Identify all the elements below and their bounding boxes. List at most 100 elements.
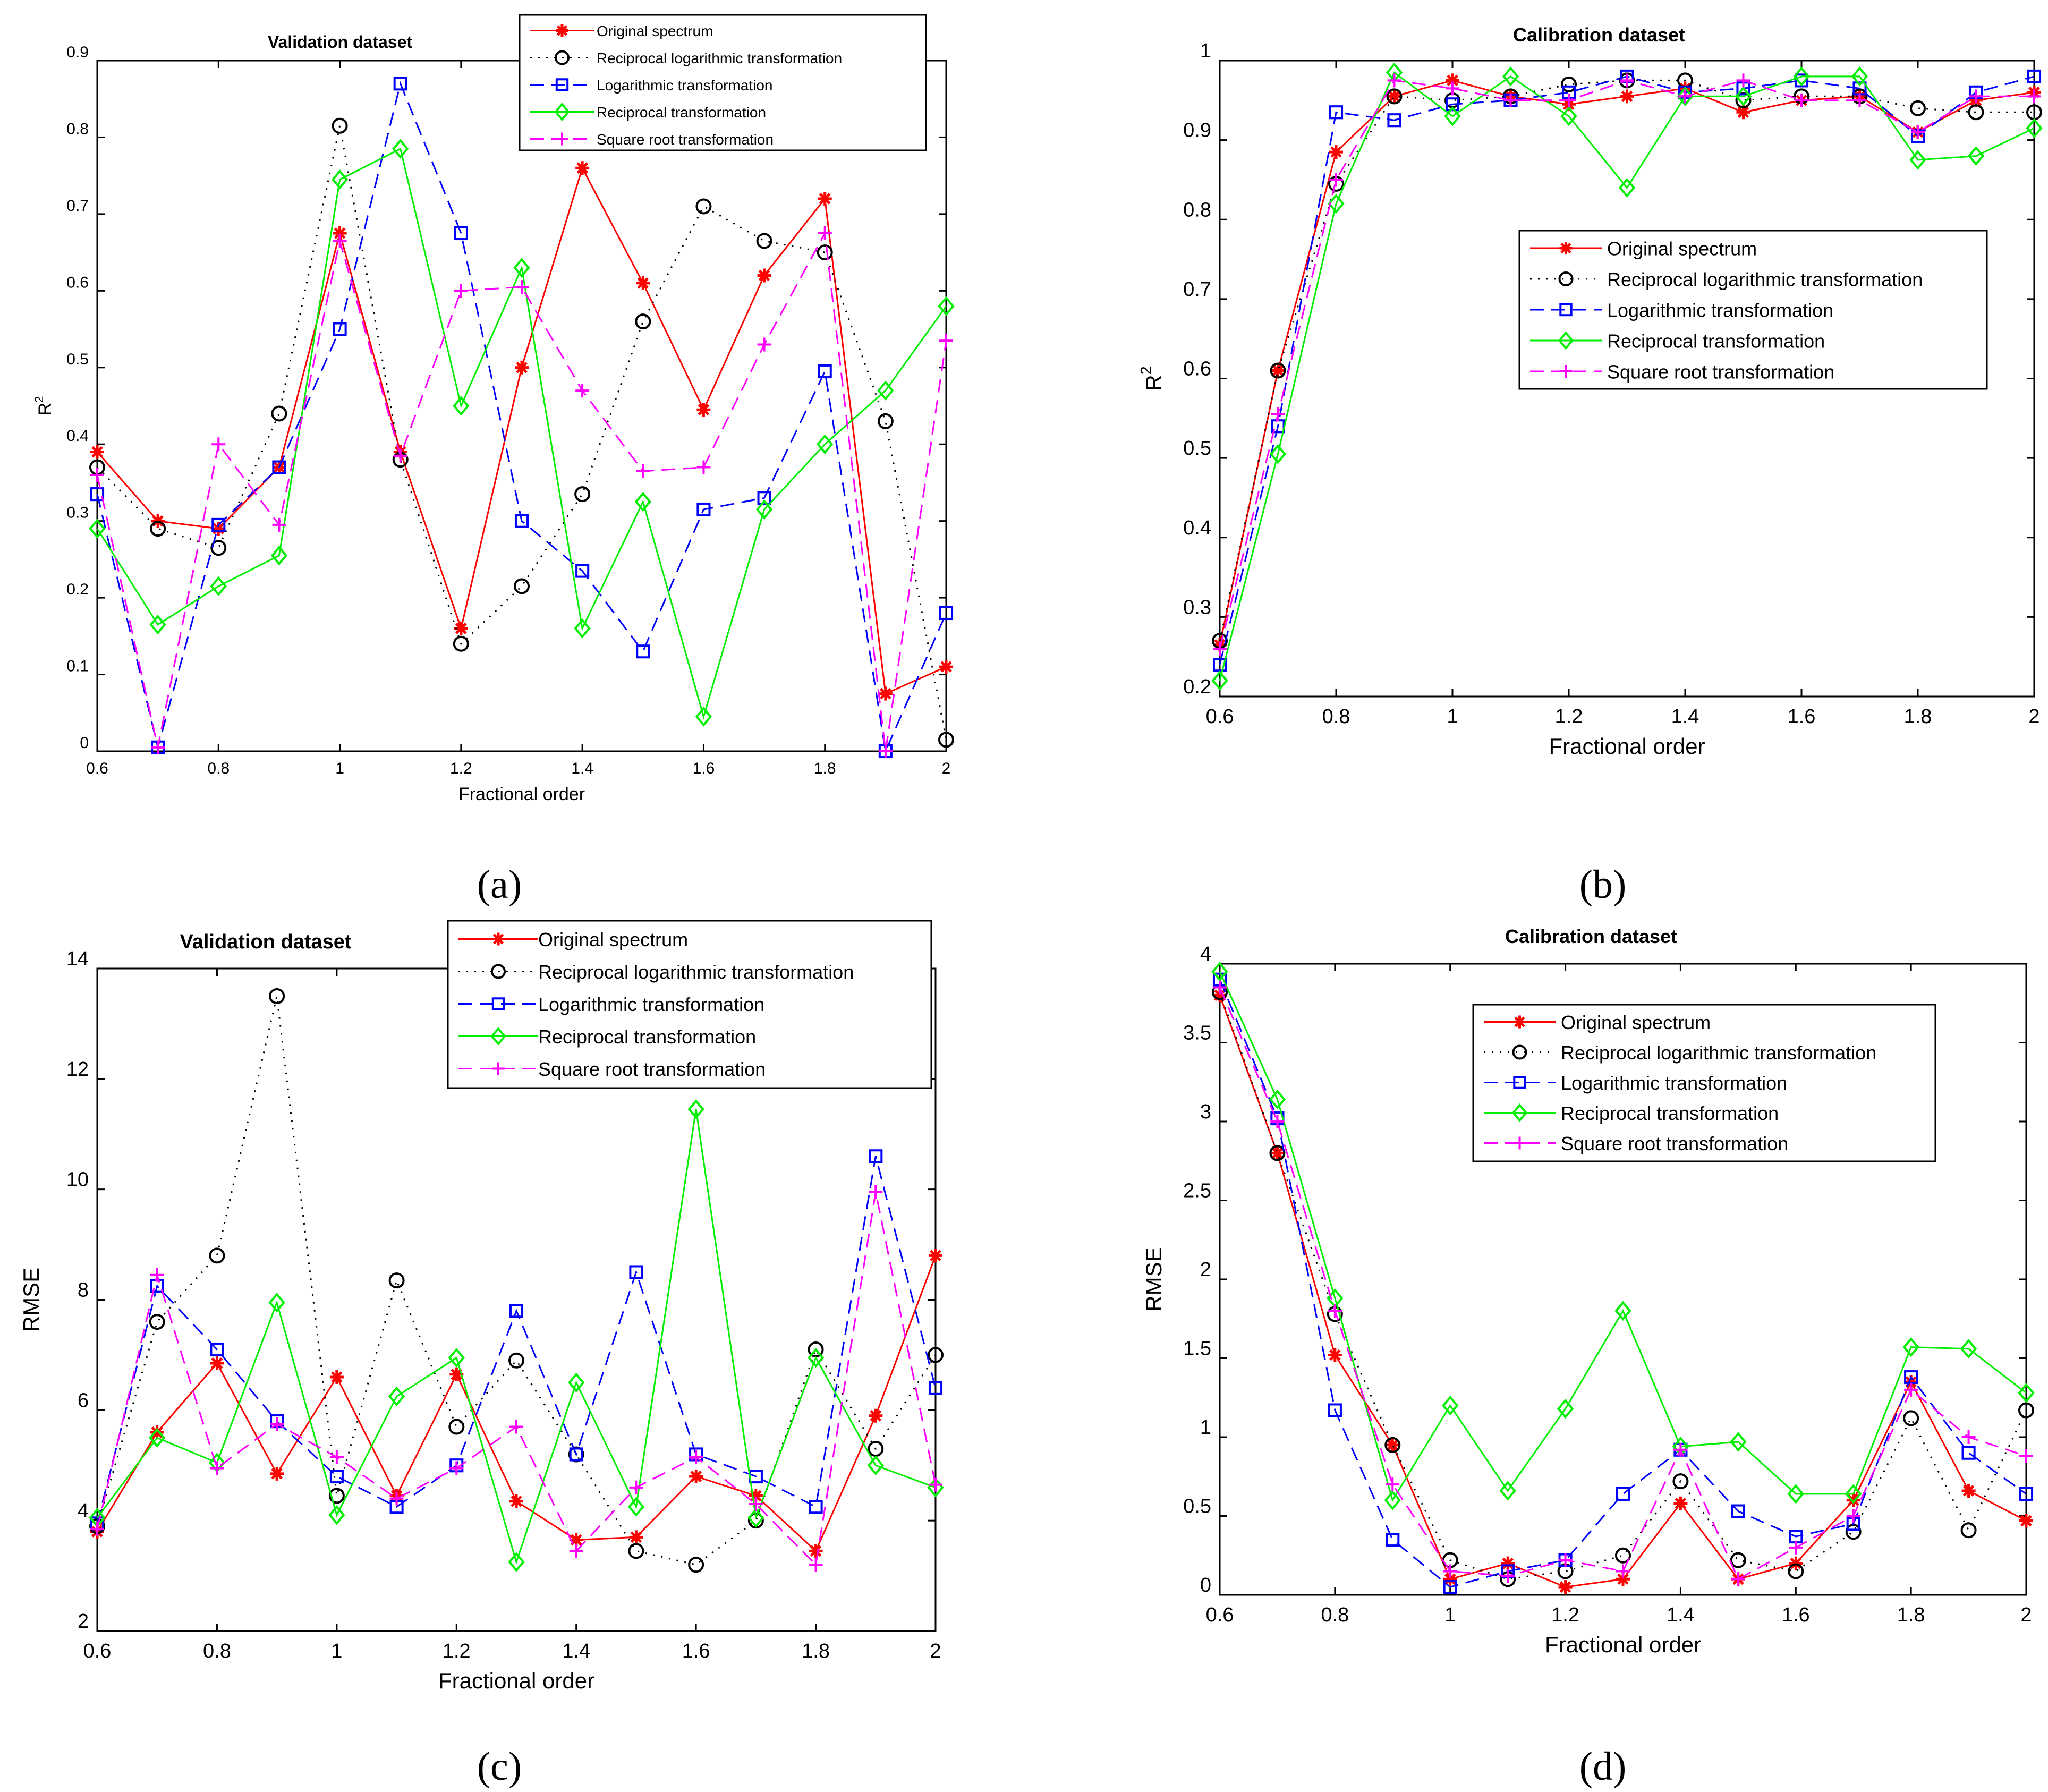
legend-label: Square root transformation	[1607, 361, 1834, 383]
x-axis-label: Fractional order	[438, 1668, 594, 1693]
x-tick-label: 0.6	[83, 1640, 112, 1662]
chart-title: Validation dataset	[180, 931, 351, 953]
marker-circle	[332, 117, 348, 134]
marker-plus	[1678, 89, 1692, 104]
marker-plus	[329, 1450, 344, 1464]
marker-square	[454, 226, 468, 241]
marker-diamond	[568, 1372, 585, 1393]
marker-diamond	[807, 1347, 825, 1368]
y-axis-label: RMSE	[19, 1268, 44, 1332]
marker-square	[636, 644, 650, 659]
marker-plus	[272, 517, 286, 532]
marker-star	[696, 403, 711, 417]
series-line-reciprocal	[1219, 971, 2027, 1502]
x-tick-label: 1.4	[571, 760, 593, 777]
marker-square	[333, 322, 347, 336]
marker-diamond	[1735, 86, 1752, 107]
y-tick-label: 0.3	[66, 504, 89, 522]
series-original	[90, 1249, 942, 1558]
marker-plus	[1736, 73, 1750, 88]
marker-diamond	[149, 1428, 166, 1448]
y-tick-label: 10	[66, 1169, 89, 1191]
marker-star	[1270, 1146, 1285, 1160]
series-line-reciprocal	[1219, 71, 2035, 681]
marker-diamond	[2026, 118, 2043, 138]
marker-diamond	[1499, 1481, 1516, 1501]
y-tick-label: 0.9	[1183, 120, 1211, 142]
marker-circle	[271, 405, 287, 422]
marker-square	[569, 1447, 583, 1462]
marker-circle	[1512, 1044, 1527, 1060]
legend-label: Reciprocal transformation	[538, 1026, 756, 1048]
marker-plus	[1731, 1572, 1745, 1586]
marker-circle	[1960, 1522, 1977, 1539]
panel-label: (d)	[1579, 1744, 1627, 1789]
marker-circle	[756, 233, 772, 249]
marker-diamond	[867, 1455, 884, 1475]
legend-label: Logarithmic transformation	[1561, 1072, 1787, 1094]
marker-diamond	[1269, 1089, 1286, 1110]
marker-plus	[569, 1544, 583, 1558]
marker-plus	[757, 337, 771, 352]
y-tick-label: 1	[1200, 40, 1211, 62]
marker-diamond	[574, 618, 591, 639]
marker-circle	[1968, 104, 1984, 121]
marker-star	[2019, 1514, 2033, 1528]
x-tick-label: 2	[2020, 1604, 2032, 1626]
marker-square	[1961, 1446, 1976, 1460]
y-tick-label: 0.7	[1183, 278, 1211, 301]
panel-label: (a)	[477, 862, 522, 907]
marker-star	[1328, 1348, 1342, 1362]
marker-plus	[1213, 980, 1227, 995]
x-tick-label: 1.8	[802, 1640, 830, 1662]
marker-plus	[809, 1558, 823, 1572]
series-line-reciprocal_log	[96, 125, 947, 740]
marker-diamond	[1787, 1484, 1804, 1504]
marker-star	[1329, 145, 1343, 159]
legend-label: Original spectrum	[538, 929, 688, 950]
marker-plus	[749, 1497, 763, 1511]
marker-diamond	[877, 380, 894, 401]
chart-panel-2: Calibration dataset 0.6 0.8 1 1.2 1.4 1.6 1.8 2 0…	[1138, 24, 2043, 759]
legend-label: Reciprocal logarithmic transformation	[597, 50, 842, 66]
marker-diamond	[1793, 66, 1810, 87]
marker-square	[1616, 1487, 1630, 1501]
marker-circle	[928, 1347, 944, 1363]
marker-star	[1559, 242, 1573, 254]
marker-square	[928, 1381, 943, 1395]
marker-plus	[333, 234, 347, 248]
marker-star	[809, 1544, 823, 1558]
marker-plus	[878, 744, 893, 758]
marker-star	[1616, 1572, 1630, 1586]
y-axis-label: R2	[1138, 366, 1166, 390]
marker-star	[689, 1470, 703, 1484]
marker-circle	[1845, 1524, 1862, 1540]
x-tick-label: 1	[1447, 706, 1458, 728]
legend-label: Original spectrum	[1607, 237, 1757, 259]
marker-plus	[90, 468, 104, 482]
x-axis-label: Fractional order	[1549, 734, 1705, 759]
marker-diamond	[1902, 1337, 1919, 1357]
marker-star	[1443, 1572, 1457, 1586]
marker-square	[1731, 1504, 1745, 1518]
y-axis-label-superscript: 2	[1138, 366, 1155, 375]
marker-circle	[210, 540, 227, 556]
y-tick-label: 0.9	[66, 44, 89, 61]
y-tick-label: 4	[1200, 943, 1211, 965]
marker-circle	[1561, 76, 1577, 92]
marker-diamond	[388, 1386, 405, 1407]
x-tick-label: 1.6	[693, 760, 715, 777]
marker-square	[1559, 303, 1573, 317]
marker-circle	[448, 1419, 465, 1435]
marker-diamond	[1909, 150, 1926, 170]
marker-diamond	[1851, 66, 1868, 87]
marker-plus	[151, 740, 165, 754]
legend-label: Logarithmic transformation	[1607, 299, 1833, 321]
y-axis-label-text: RMSE	[1141, 1247, 1166, 1311]
marker-square	[1328, 1403, 1342, 1417]
y-tick-label: 1	[1200, 1416, 1211, 1439]
x-tick-label: 1	[1444, 1604, 1456, 1626]
marker-star	[509, 1494, 523, 1508]
marker-diamond	[392, 139, 409, 159]
